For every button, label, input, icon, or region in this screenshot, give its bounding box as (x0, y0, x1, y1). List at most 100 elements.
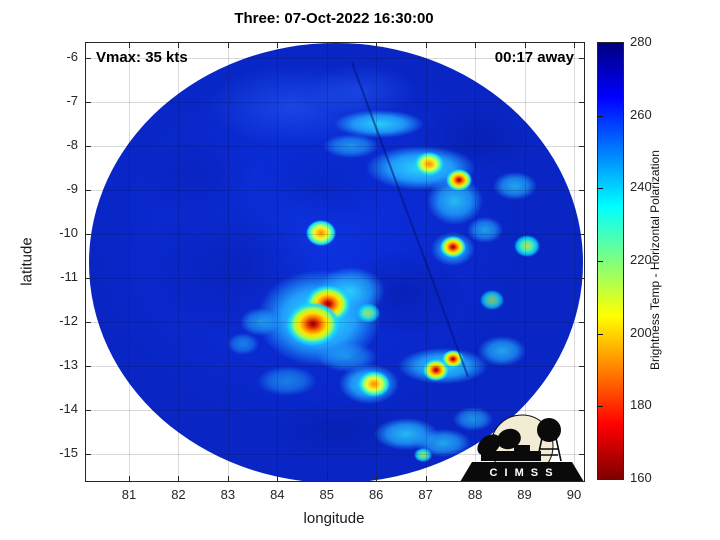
colorbar-tick-label: 240 (630, 179, 652, 195)
y-tick-mark (86, 234, 91, 235)
colorbar-tick-mark (598, 261, 603, 262)
grid-line-vertical (573, 43, 575, 481)
storm-feature-orange (414, 152, 445, 177)
y-tick-label: -14 (59, 401, 78, 416)
plot-area: Vmax: 35 kts 00:17 away C I M S S (85, 42, 585, 482)
colorbar (597, 42, 624, 480)
vmax-annotation: Vmax: 35 kts (96, 49, 188, 66)
x-tick-mark (277, 476, 279, 481)
storm-feature-dark (341, 247, 466, 340)
colorbar-tick-label: 160 (630, 470, 652, 485)
x-tick-label: 83 (220, 487, 236, 502)
y-tick-label: -11 (60, 269, 78, 284)
colorbar-tick-label: 180 (630, 397, 652, 413)
y-tick-label: -10 (59, 225, 78, 240)
storm-feature-dark (142, 189, 333, 340)
y-tick-label: -15 (59, 445, 78, 460)
y-tick-mark (86, 190, 91, 191)
x-tick-mark (573, 43, 575, 48)
y-tick-mark (86, 58, 91, 59)
grid-line-vertical (178, 43, 180, 481)
y-tick-mark (579, 366, 584, 367)
y-tick-label: -9 (66, 181, 78, 196)
storm-feature-cyan (365, 146, 476, 190)
storm-feature-cyan (257, 269, 382, 366)
y-tick-mark (579, 410, 584, 411)
y-tick-label: -7 (66, 93, 78, 108)
y-tick-mark (579, 322, 584, 323)
logo-banner (460, 462, 584, 481)
grid-line-vertical (524, 43, 526, 481)
storm-feature-cyan (478, 335, 527, 366)
grid-line-horizontal (86, 454, 584, 455)
storm-feature-orange (357, 370, 390, 397)
grid-line-vertical (376, 43, 378, 481)
y-tick-mark (86, 366, 91, 367)
y-tick-mark (86, 410, 91, 411)
storm-feature-orange (305, 219, 336, 246)
colorbar-tick-label: 220 (630, 252, 652, 267)
y-tick-label: -6 (66, 49, 78, 64)
grid-line-vertical (277, 43, 279, 481)
x-tick-label: 82 (171, 487, 186, 502)
storm-feature-cyan (338, 364, 399, 405)
grid-line-horizontal (86, 278, 584, 279)
grid-line-vertical (227, 43, 229, 481)
grid-line-vertical (326, 43, 328, 481)
x-axis-label: longitude (303, 510, 365, 527)
eta-annotation: 00:17 away (494, 49, 574, 66)
x-tick-mark (376, 476, 378, 481)
grid-line-horizontal (86, 234, 584, 235)
colorbar-tick-label: 200 (630, 324, 652, 340)
x-tick-label: 89 (517, 487, 532, 502)
y-tick-mark (86, 322, 91, 323)
colorbar-tick-mark (598, 115, 603, 117)
colorbar-tick-mark (598, 188, 603, 190)
cimss-logo: C I M S S (460, 414, 584, 481)
grid-line-horizontal (86, 102, 584, 103)
x-tick-mark (277, 43, 279, 48)
figure-title: Three: 07-Oct-2022 16:30:00 (234, 10, 434, 27)
x-tick-label: 87 (418, 487, 433, 502)
y-tick-label: -13 (59, 357, 78, 372)
storm-feature-cyan (316, 342, 377, 373)
grid-line-horizontal (86, 366, 584, 367)
y-tick-mark (86, 454, 91, 455)
storm-feature-dark (251, 140, 392, 231)
y-tick-mark (86, 278, 91, 279)
grid-line-horizontal (86, 58, 584, 59)
x-tick-mark (524, 43, 526, 48)
storm-feature-dark (261, 399, 412, 460)
x-tick-mark (227, 476, 229, 481)
x-tick-mark (129, 476, 130, 481)
grid-line-horizontal (86, 410, 584, 411)
y-tick-mark (579, 146, 584, 147)
x-tick-label: 86 (368, 487, 384, 502)
swath-seam (350, 62, 469, 378)
x-tick-mark (227, 43, 229, 48)
storm-feature-red (440, 236, 467, 259)
x-tick-mark (475, 43, 477, 48)
storm-feature-cyan (466, 216, 503, 243)
colorbar-tick-mark (598, 406, 603, 408)
y-tick-mark (579, 190, 584, 191)
x-tick-mark (178, 43, 180, 48)
cimss-logo-text: C I M S S (489, 467, 554, 479)
y-tick-mark (86, 102, 91, 103)
colorbar-tick-label: 280 (630, 34, 652, 49)
x-tick-mark (178, 476, 180, 481)
x-tick-mark (425, 476, 427, 481)
water-tower-icon (536, 437, 562, 462)
y-tick-mark (579, 278, 584, 279)
y-axis-label: latitude (18, 237, 36, 286)
x-tick-mark (326, 43, 328, 48)
x-tick-mark (326, 476, 328, 481)
water-tower-ball (537, 418, 561, 442)
storm-feature-red (445, 168, 472, 191)
storm-feature-cyan (226, 333, 259, 355)
grid-line-vertical (475, 43, 477, 481)
x-tick-mark (425, 43, 427, 48)
x-tick-label: 81 (121, 487, 137, 502)
satellite-dishes-icon (477, 428, 541, 461)
